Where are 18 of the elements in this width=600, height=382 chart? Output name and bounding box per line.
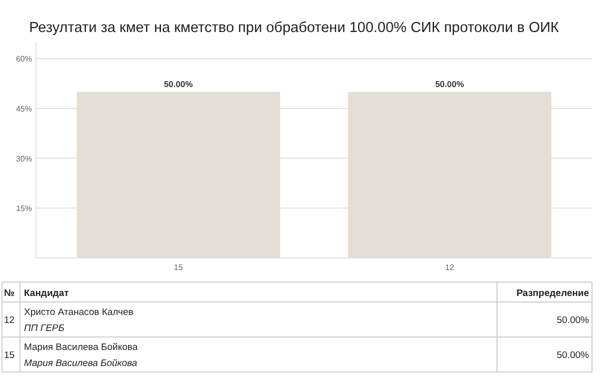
text: Разпределение bbox=[516, 288, 589, 299]
text: 50.00% bbox=[556, 315, 590, 326]
text: ПП ГЕРБ bbox=[24, 323, 64, 334]
text: Мария Василева Бойкова bbox=[24, 342, 138, 353]
y-tick-label: 30% bbox=[16, 154, 32, 164]
text: 15 bbox=[4, 350, 15, 361]
chart-title: Резултати за кмет на кметство при обработени 100.00% СИК протоколи в ОИК bbox=[29, 20, 560, 36]
data-label: 50.00% bbox=[164, 78, 194, 89]
y-tick-label: 60% bbox=[16, 54, 32, 64]
text: Мария Василева Бойкова bbox=[24, 358, 138, 369]
y-tick-label: 45% bbox=[16, 104, 32, 114]
text: Христо Атанасов Калчев bbox=[24, 307, 134, 318]
y-tick-label: 15% bbox=[16, 204, 32, 214]
text: № bbox=[4, 288, 15, 299]
text: 12 bbox=[4, 315, 15, 326]
data-label: 50.00% bbox=[435, 78, 464, 89]
text: 50.00% bbox=[556, 350, 590, 361]
text: Кандидат bbox=[24, 288, 70, 299]
